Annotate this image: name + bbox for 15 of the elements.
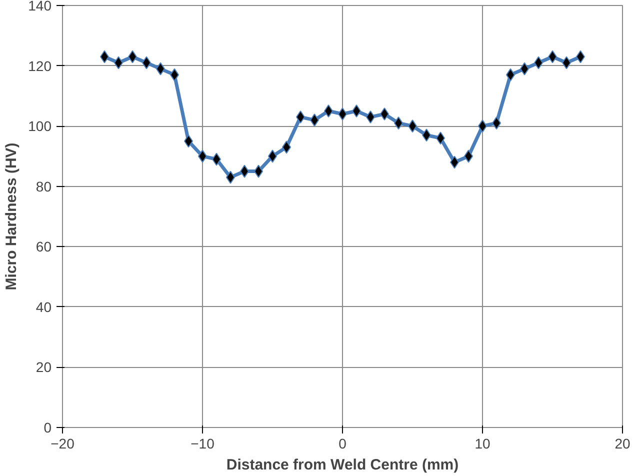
y-tick-label: 0 [44,420,52,436]
y-tick-label: 40 [36,298,52,315]
y-tick-label: 20 [36,359,52,376]
x-tick-label: −20 [50,436,75,452]
y-tick-label: 60 [36,238,52,255]
x-axis-title: Distance from Weld Centre (mm) [226,456,459,474]
y-tick-label: 140 [28,0,52,14]
y-tick-label: 80 [36,178,52,194]
x-tick-label: 10 [474,436,490,452]
y-tick-label: 100 [28,118,52,134]
x-tick-label: −10 [190,436,215,452]
y-tick-label: 120 [28,58,52,74]
x-tick-label: 20 [614,436,630,452]
y-axis-title: Micro Hardness (HV) [3,142,20,290]
x-tick-label: 0 [338,436,347,452]
